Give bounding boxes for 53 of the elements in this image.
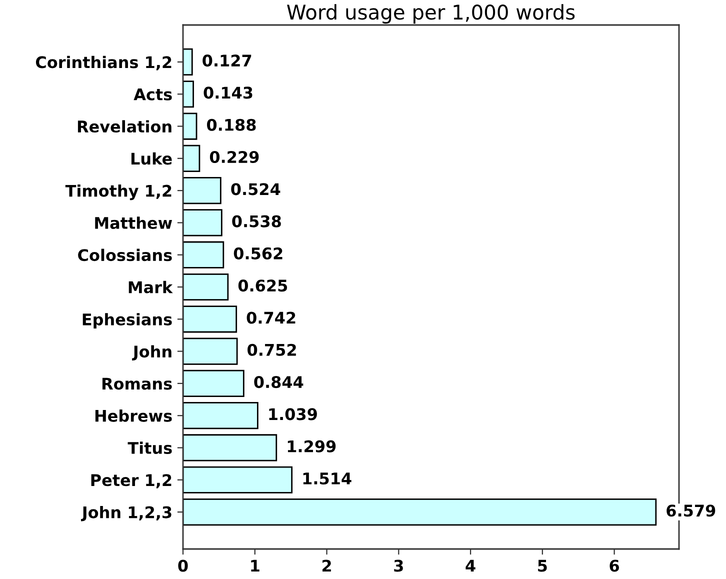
bar — [183, 498, 657, 526]
bar — [183, 434, 278, 462]
y-tick-label: Romans — [102, 378, 172, 390]
y-tick-label: Colossians — [78, 248, 172, 262]
data-label: 0.562 — [234, 247, 282, 260]
x-tick-label: 0 — [178, 560, 188, 572]
data-label: 0.143 — [204, 86, 252, 99]
y-tick-label: Mark — [128, 280, 173, 294]
bar — [183, 112, 198, 140]
y-tick-label: Revelation — [78, 120, 172, 133]
data-label: 0.524 — [231, 183, 280, 196]
data-label: 0.752 — [248, 344, 296, 356]
data-label: 0.229 — [210, 150, 259, 164]
y-tick-label: Luke — [131, 152, 172, 165]
data-label: 6.579 — [666, 504, 716, 517]
chart-title: Word usage per 1,000 words — [287, 4, 575, 24]
x-tick-label: 3 — [394, 560, 403, 572]
y-tick-label: John 1,2,3 — [81, 506, 172, 522]
bar — [183, 209, 222, 236]
bar — [183, 241, 224, 268]
x-tick-label: 2 — [322, 560, 331, 572]
y-tick-label: Ephesians — [82, 313, 172, 329]
y-tick-label: Corinthians 1,2 — [36, 56, 172, 70]
x-tick-label: 5 — [538, 560, 547, 572]
x-tick-label: 6 — [610, 560, 619, 572]
data-label: 1.039 — [269, 408, 317, 420]
bar — [183, 466, 293, 494]
y-tick-label: Acts — [134, 88, 172, 100]
y-tick-label: Hebrews — [95, 410, 172, 422]
data-label: 0.538 — [232, 215, 281, 228]
data-label: 0.844 — [254, 376, 304, 388]
x-tick-label: 1 — [251, 560, 260, 572]
bar — [183, 48, 193, 76]
bar — [183, 370, 244, 397]
y-tick-label: Matthew — [95, 216, 172, 229]
bar — [183, 402, 258, 430]
bar — [183, 273, 229, 301]
x-tick-label: 4 — [466, 560, 476, 572]
bar — [183, 306, 238, 333]
data-label: 0.742 — [246, 312, 296, 324]
bar — [183, 144, 200, 172]
y-tick-label: Timothy 1,2 — [65, 184, 172, 200]
data-label: 0.625 — [238, 280, 288, 292]
bar — [183, 80, 194, 108]
y-tick-label: Titus — [128, 442, 172, 454]
data-label: 1.299 — [288, 440, 336, 452]
bar — [183, 177, 222, 204]
bar — [183, 338, 238, 365]
y-tick-label: John — [132, 345, 172, 361]
data-label: 0.188 — [207, 118, 256, 131]
y-tick-label: Peter 1,2 — [91, 474, 172, 488]
data-label: 1.514 — [303, 472, 352, 485]
data-label: 0.127 — [202, 54, 252, 67]
